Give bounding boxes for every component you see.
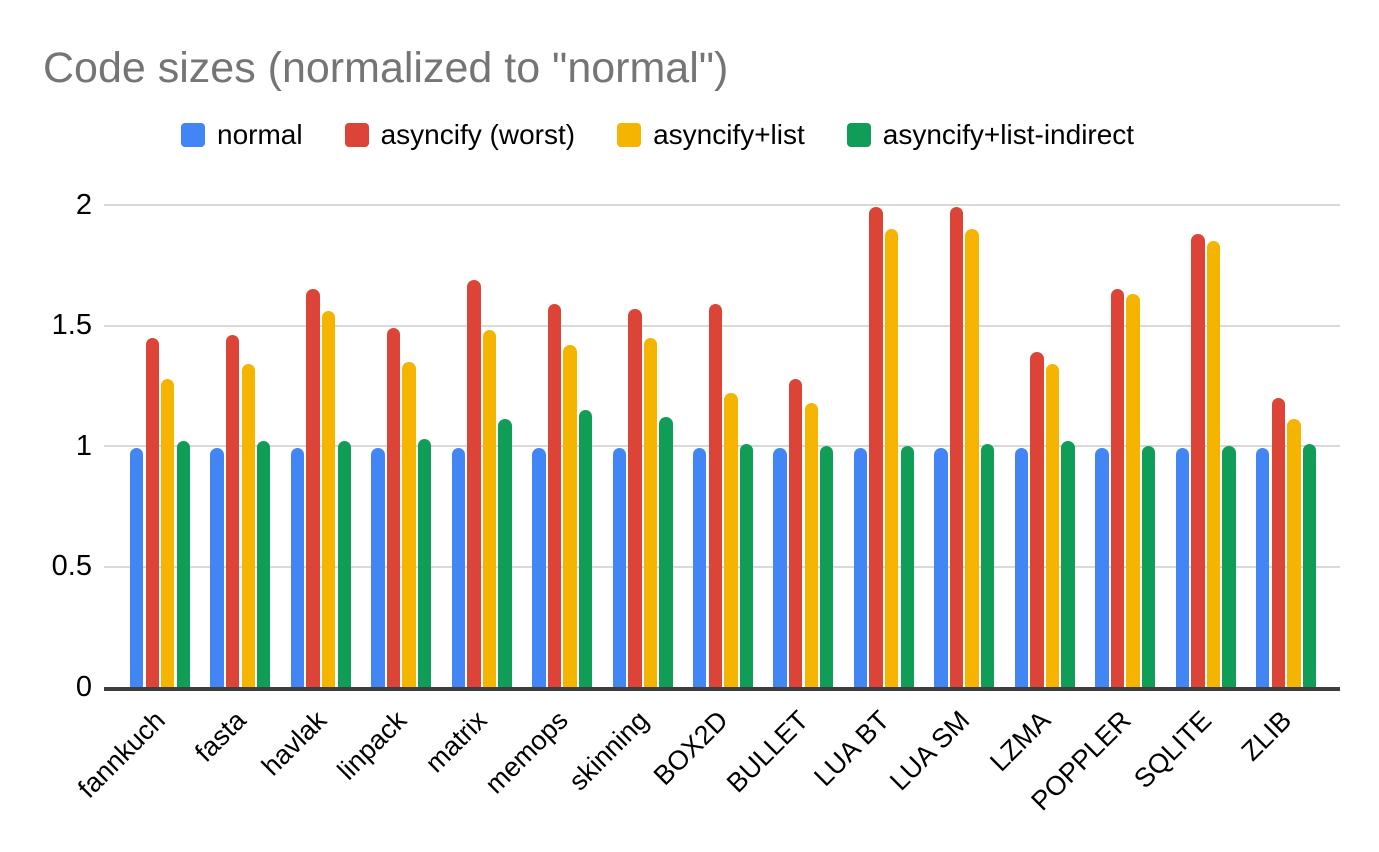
bar-asyncify+list-indirect-skinning	[659, 417, 673, 687]
bar-asyncify-worst--matrix	[467, 279, 481, 687]
bar-asyncify+list-bullet	[804, 402, 818, 687]
bar-asyncify-worst--lua-bt	[869, 207, 883, 687]
x-axis-line	[104, 687, 1340, 691]
bar-asyncify-worst--zlib	[1271, 397, 1285, 687]
x-axis-label-fasta: fasta	[189, 705, 252, 768]
bar-asyncify-worst--lua-sm	[949, 207, 964, 687]
bar-asyncify+list-indirect-bullet	[820, 446, 834, 687]
bar-asyncify-worst--fasta	[225, 335, 240, 687]
bar-normal-matrix	[451, 448, 466, 687]
bar-asyncify+list-indirect-havlak	[337, 441, 351, 687]
legend-label-asyncify-list-indirect: asyncify+list-indirect	[882, 119, 1135, 150]
bar-asyncify+list-lua-sm	[965, 229, 979, 687]
bar-normal-zlib	[1256, 448, 1270, 687]
legend-label-asyncify-list: asyncify+list	[653, 119, 805, 150]
y-axis-tick-label-1: 1	[75, 429, 92, 462]
legend-item-asyncify-list-indirect: asyncify+list-indirect	[846, 119, 1135, 151]
bar-asyncify+list-sqlite	[1206, 241, 1221, 687]
bar-asyncify-worst--linpack	[386, 327, 401, 687]
bar-asyncify+list-fasta	[241, 364, 255, 687]
bar-asyncify-worst--box2d	[708, 303, 722, 687]
bar-asyncify+list-poppler	[1126, 294, 1140, 687]
legend-label-asyncify-worst: asyncify (worst)	[380, 119, 576, 150]
bar-asyncify+list-indirect-poppler	[1141, 446, 1156, 687]
legend-swatch-asyncify-worst	[344, 123, 369, 147]
bar-asyncify+list-indirect-fannkuch	[176, 441, 191, 687]
bar-normal-fasta	[210, 448, 224, 687]
x-axis-label-matrix: matrix	[419, 705, 493, 779]
bar-normal-bullet	[773, 448, 787, 687]
bar-asyncify+list-indirect-matrix	[498, 419, 512, 687]
x-axis-label-linpack: linpack	[331, 705, 413, 786]
bar-normal-fannkuch	[130, 448, 144, 687]
bar-normal-havlak	[290, 448, 305, 687]
bar-asyncify+list-memops	[563, 344, 577, 687]
bar-asyncify+list-indirect-fasta	[257, 441, 271, 687]
bar-asyncify+list-indirect-zlib	[1302, 443, 1317, 687]
bar-asyncify+list-linpack	[402, 361, 416, 687]
y-axis-tick-label-0.5: 0.5	[51, 550, 92, 582]
bar-asyncify-worst--lzma	[1030, 352, 1044, 687]
gridline-y-2	[104, 204, 1340, 206]
x-axis-label-fannkuch: fannkuch	[72, 705, 172, 804]
bar-normal-lzma	[1014, 448, 1029, 687]
y-axis-tick-label-1.5: 1.5	[51, 309, 92, 341]
bar-normal-memops	[532, 448, 546, 687]
bar-asyncify+list-fannkuch	[161, 378, 175, 687]
bar-normal-linpack	[371, 448, 385, 687]
bar-asyncify-worst--fannkuch	[145, 337, 159, 687]
legend-swatch-normal	[181, 123, 205, 147]
bar-asyncify+list-indirect-lzma	[1061, 441, 1075, 687]
bar-asyncify-worst--havlak	[306, 289, 320, 687]
legend-swatch-asyncify-list	[617, 123, 642, 147]
bar-asyncify+list-havlak	[321, 311, 336, 687]
bar-asyncify+list-indirect-sqlite	[1222, 446, 1236, 687]
bar-asyncify+list-indirect-lua-sm	[980, 443, 995, 687]
legend-label-normal: normal	[217, 119, 303, 150]
bar-asyncify+list-indirect-linpack	[417, 438, 432, 687]
x-axis-label-bullet: BULLET	[721, 705, 815, 799]
bar-asyncify+list-indirect-box2d	[739, 443, 754, 687]
bar-asyncify-worst--skinning	[628, 308, 642, 687]
gridline-y-0.5	[104, 565, 1340, 568]
legend-swatch-asyncify-list-indirect	[846, 123, 871, 147]
x-axis-label-skinning: skinning	[562, 705, 654, 797]
chart-title: Code sizes (normalized to "normal")	[43, 44, 729, 92]
legend: normal asyncify (worst) asyncify+list as…	[181, 119, 1134, 151]
bar-normal-skinning	[612, 448, 626, 687]
x-axis-label-sqlite: SQLITE	[1127, 705, 1217, 795]
bar-asyncify+list-lzma	[1045, 364, 1060, 687]
bar-asyncify+list-lua-bt	[884, 229, 899, 687]
x-axis-label-havlak: havlak	[255, 705, 333, 782]
legend-item-asyncify-worst: asyncify (worst)	[344, 119, 576, 151]
gridline-y-1	[104, 445, 1340, 447]
bar-asyncify+list-box2d	[724, 392, 738, 687]
bar-asyncify-worst--sqlite	[1191, 233, 1205, 687]
x-axis-label-lua-sm: LUA SM	[884, 705, 976, 797]
bar-normal-sqlite	[1175, 448, 1189, 687]
bar-asyncify+list-zlib	[1287, 419, 1301, 687]
bar-asyncify-worst--poppler	[1110, 289, 1125, 687]
bar-asyncify-worst--bullet	[788, 378, 803, 687]
x-axis-label-lua-bt: LUA BT	[808, 705, 896, 793]
gridline-y-1.5	[104, 324, 1340, 327]
bar-asyncify+list-indirect-memops	[578, 409, 593, 687]
legend-item-normal: normal	[181, 119, 303, 151]
bar-asyncify+list-indirect-lua-bt	[900, 446, 914, 687]
bar-normal-box2d	[693, 448, 707, 687]
bar-normal-lua-bt	[853, 448, 868, 687]
bar-normal-lua-sm	[934, 448, 948, 687]
bar-asyncify+list-matrix	[482, 330, 497, 687]
y-axis-tick-label-2: 2	[75, 188, 92, 221]
bar-asyncify+list-skinning	[643, 337, 658, 687]
bar-asyncify-worst--memops	[547, 303, 562, 687]
legend-item-asyncify-list: asyncify+list	[617, 119, 805, 151]
y-axis-tick-label-0: 0	[75, 670, 92, 703]
x-axis-label-zlib: ZLIB	[1235, 705, 1298, 767]
bar-normal-poppler	[1095, 448, 1109, 687]
x-axis-label-lzma: LZMA	[983, 705, 1056, 778]
x-axis-label-memops: memops	[478, 705, 574, 800]
